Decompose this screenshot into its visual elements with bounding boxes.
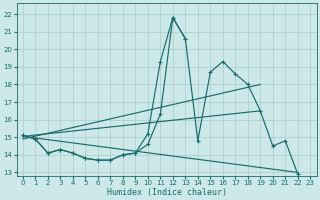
X-axis label: Humidex (Indice chaleur): Humidex (Indice chaleur) <box>107 188 227 197</box>
